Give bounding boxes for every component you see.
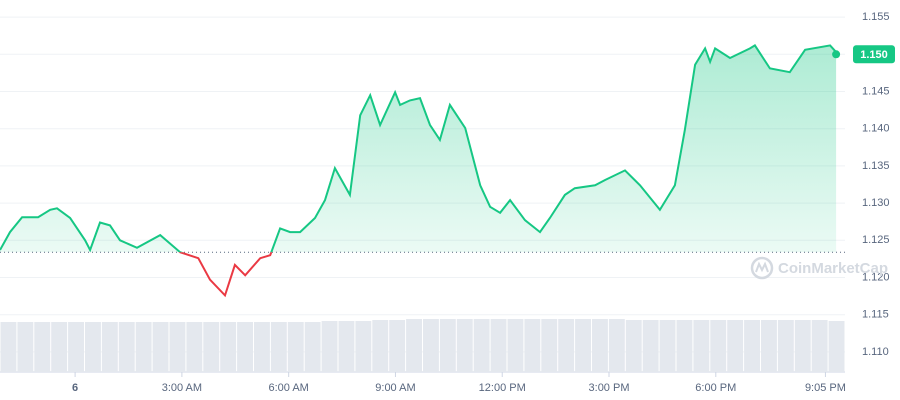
volume-bar <box>17 322 34 372</box>
volume-bar <box>118 322 135 372</box>
volume-bar <box>608 319 625 372</box>
volume-bar <box>541 319 558 372</box>
y-tick-label: 1.110 <box>862 346 889 358</box>
y-tick-label: 1.140 <box>862 123 890 135</box>
volume-bar <box>507 319 524 372</box>
watermark: CoinMarketCap <box>750 256 888 280</box>
volume-bar <box>473 319 490 372</box>
volume-bar <box>321 321 338 372</box>
volume-bar <box>389 320 406 372</box>
volume-bar <box>490 319 507 372</box>
volume-bar <box>777 320 794 372</box>
volume-bar <box>744 320 760 372</box>
watermark-text: CoinMarketCap <box>778 260 888 277</box>
price-line <box>0 44 837 253</box>
volume-bar <box>558 319 575 372</box>
volume-bar <box>439 319 456 372</box>
x-tick-label: 9:05 PM <box>805 382 846 394</box>
x-tick-label: 6:00 PM <box>695 382 736 394</box>
volume-bar <box>693 320 710 372</box>
volume-bar <box>338 321 355 372</box>
y-tick-label: 1.125 <box>862 234 890 246</box>
y-tick-label: 1.130 <box>862 197 890 209</box>
volume-bar <box>406 319 422 372</box>
volume-bar <box>524 319 541 372</box>
volume-bar <box>270 322 287 372</box>
volume-bar <box>592 319 608 372</box>
volume-bar <box>575 319 591 372</box>
y-tick-label: 1.120 <box>862 271 890 283</box>
volume-bar <box>727 320 744 372</box>
x-tick-label: 12:00 PM <box>479 382 526 394</box>
volume-bar <box>220 322 237 372</box>
area <box>0 45 837 253</box>
volume-bar <box>68 322 84 372</box>
volume-bar <box>135 322 152 372</box>
volume-bar <box>186 322 203 372</box>
last-value-label: 1.150 <box>860 49 888 61</box>
volume-bar <box>287 322 304 372</box>
y-tick-label: 1.115 <box>862 309 889 321</box>
volume-bar <box>51 322 68 372</box>
volume-bar <box>0 322 17 372</box>
volume-bar <box>659 320 676 372</box>
volume-bar <box>254 322 270 372</box>
volume-bar <box>710 320 727 372</box>
y-tick-label: 1.135 <box>862 160 890 172</box>
volume-bar <box>169 322 186 372</box>
y-tick-label: 1.145 <box>862 85 890 97</box>
x-tick-label: 3:00 AM <box>162 382 202 394</box>
volume-bar <box>372 320 389 372</box>
volume-bar <box>304 322 321 372</box>
x-tick-label: 6 <box>72 382 78 394</box>
x-tick-label: 6:00 AM <box>268 382 308 394</box>
y-tick-label: 1.155 <box>862 11 890 23</box>
volume-bar <box>237 322 253 372</box>
volume-bar <box>34 322 51 372</box>
volume-bar <box>355 321 372 372</box>
volume-bar <box>101 322 118 372</box>
volume-bar <box>85 322 101 372</box>
volume-bar <box>152 322 169 372</box>
volume-bar <box>456 319 473 372</box>
volume-bar <box>811 320 828 372</box>
x-tick-label: 3:00 PM <box>589 382 630 394</box>
volume-bar <box>423 319 439 372</box>
volume-bar <box>761 320 777 372</box>
last-dot <box>832 50 841 59</box>
last-value-box <box>853 45 895 64</box>
volume-bar <box>625 320 642 372</box>
volume-bar <box>828 321 845 372</box>
volume-bar <box>203 322 220 372</box>
x-tick-label: 9:00 AM <box>375 382 415 394</box>
volume-bar <box>676 320 693 372</box>
volume-bar <box>642 320 659 372</box>
volume-bar <box>794 320 811 372</box>
